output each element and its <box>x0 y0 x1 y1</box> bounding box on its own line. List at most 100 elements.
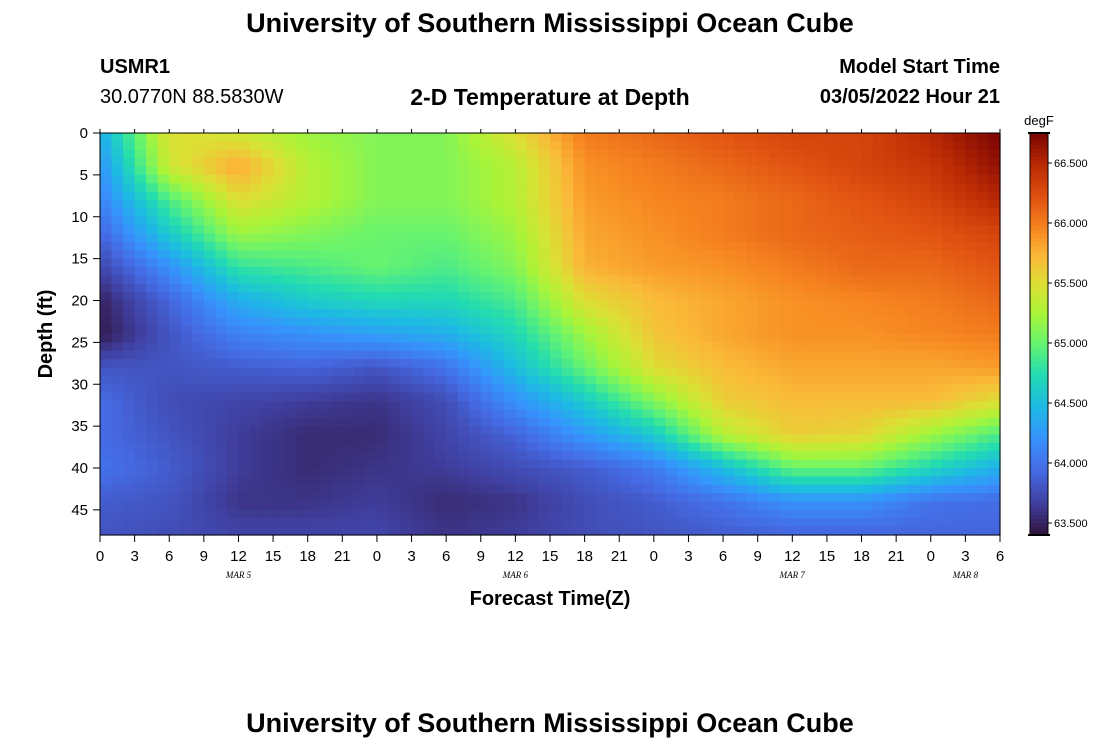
heatmap-cell <box>630 426 643 436</box>
heatmap-cell <box>434 476 447 486</box>
heatmap-cell <box>538 434 551 444</box>
heatmap-cell <box>134 409 147 419</box>
heatmap-cell <box>642 275 655 285</box>
heatmap-cell <box>803 225 816 235</box>
heatmap-cell <box>965 325 978 335</box>
heatmap-cell <box>515 258 528 268</box>
heatmap-cell <box>434 409 447 419</box>
heatmap-cell <box>826 233 840 243</box>
heatmap-cell <box>238 392 251 402</box>
heatmap-cell <box>896 367 909 377</box>
heatmap-cell <box>192 158 205 168</box>
heatmap-cell <box>665 426 678 436</box>
heatmap-cell <box>284 384 297 394</box>
heatmap-cell <box>619 241 632 251</box>
heatmap-cell <box>111 216 124 226</box>
heatmap-cell <box>769 292 782 302</box>
colorbar-swatch <box>1030 502 1048 508</box>
heatmap-cell <box>769 241 782 251</box>
heatmap-cell <box>907 518 920 528</box>
heatmap-cell <box>757 434 770 444</box>
heatmap-cell <box>250 258 263 268</box>
heatmap-cell <box>988 384 1001 394</box>
heatmap-cell <box>330 501 343 511</box>
heatmap-cell <box>919 342 932 352</box>
heatmap-cell <box>642 518 655 528</box>
heatmap-cell <box>792 350 805 360</box>
heatmap-cell <box>169 451 182 461</box>
heatmap-cell <box>169 350 182 360</box>
heatmap-cell <box>919 501 932 511</box>
colorbar-swatch <box>1030 177 1048 182</box>
heatmap-cell <box>688 392 701 402</box>
heatmap-cell <box>942 241 955 251</box>
heatmap-cell <box>550 191 563 201</box>
heatmap-cell <box>434 401 447 410</box>
heatmap-cell <box>423 476 436 486</box>
heatmap-cell <box>238 426 251 436</box>
heatmap-cell <box>134 359 147 369</box>
heatmap-cell <box>884 191 897 201</box>
heatmap-cell <box>746 426 759 436</box>
colorbar-swatch <box>1030 205 1048 210</box>
heatmap-cell <box>284 292 297 302</box>
heatmap-cell <box>723 509 736 519</box>
heatmap-cell <box>100 317 113 327</box>
heatmap-cell <box>515 417 528 427</box>
heatmap-cell <box>688 292 701 302</box>
heatmap-cell <box>111 334 124 343</box>
heatmap-cell <box>261 283 274 293</box>
heatmap-cell <box>376 334 390 343</box>
heatmap-cell <box>538 409 551 419</box>
heatmap-cell <box>907 183 920 193</box>
heatmap-cell <box>907 375 920 385</box>
heatmap-cell <box>434 166 447 176</box>
heatmap-cell <box>711 258 724 268</box>
heatmap-cell <box>123 501 136 511</box>
heatmap-cell <box>976 208 990 218</box>
heatmap-cell <box>157 442 170 452</box>
heatmap-cell <box>700 200 713 209</box>
heatmap-cell <box>157 392 170 402</box>
heatmap-cell <box>238 149 251 159</box>
heatmap-cell <box>446 451 459 461</box>
heatmap-cell <box>353 367 366 377</box>
heatmap-cell <box>376 233 390 243</box>
heatmap-cell <box>457 509 470 519</box>
heatmap-cell <box>919 384 932 394</box>
heatmap-cell <box>815 518 828 528</box>
x-tick-label: 0 <box>373 548 381 565</box>
heatmap-cell <box>723 141 736 151</box>
heatmap-cell <box>976 384 990 394</box>
heatmap-cell <box>653 191 666 201</box>
heatmap-cell <box>919 149 932 159</box>
heatmap-cell <box>226 375 240 385</box>
heatmap-cell <box>400 325 413 335</box>
colorbar-swatch <box>1030 285 1048 291</box>
heatmap-cell <box>261 493 274 503</box>
heatmap-cell <box>757 174 770 184</box>
heatmap-cell <box>330 468 343 477</box>
heatmap-cell <box>573 409 586 419</box>
heatmap-cell <box>434 417 447 427</box>
heatmap-cell <box>284 216 297 226</box>
heatmap-cell <box>619 417 632 427</box>
heatmap-cell <box>676 417 690 427</box>
heatmap-cell <box>411 250 424 260</box>
heatmap-cell <box>307 501 320 511</box>
heatmap-cell <box>446 250 459 260</box>
heatmap-cell <box>873 174 886 184</box>
heatmap-cell <box>930 493 943 503</box>
heatmap-cell <box>515 233 528 243</box>
heatmap-cell <box>688 509 701 519</box>
heatmap-cell <box>988 484 1001 494</box>
colorbar-swatch <box>1030 329 1048 335</box>
heatmap-cell <box>919 225 932 235</box>
heatmap-cells <box>100 133 1001 536</box>
heatmap-cell <box>376 258 390 268</box>
heatmap-cell <box>261 250 274 260</box>
heatmap-cell <box>157 183 170 193</box>
heatmap-cell <box>861 409 874 419</box>
heatmap-cell <box>515 191 528 201</box>
colorbar-swatch <box>1030 394 1048 399</box>
